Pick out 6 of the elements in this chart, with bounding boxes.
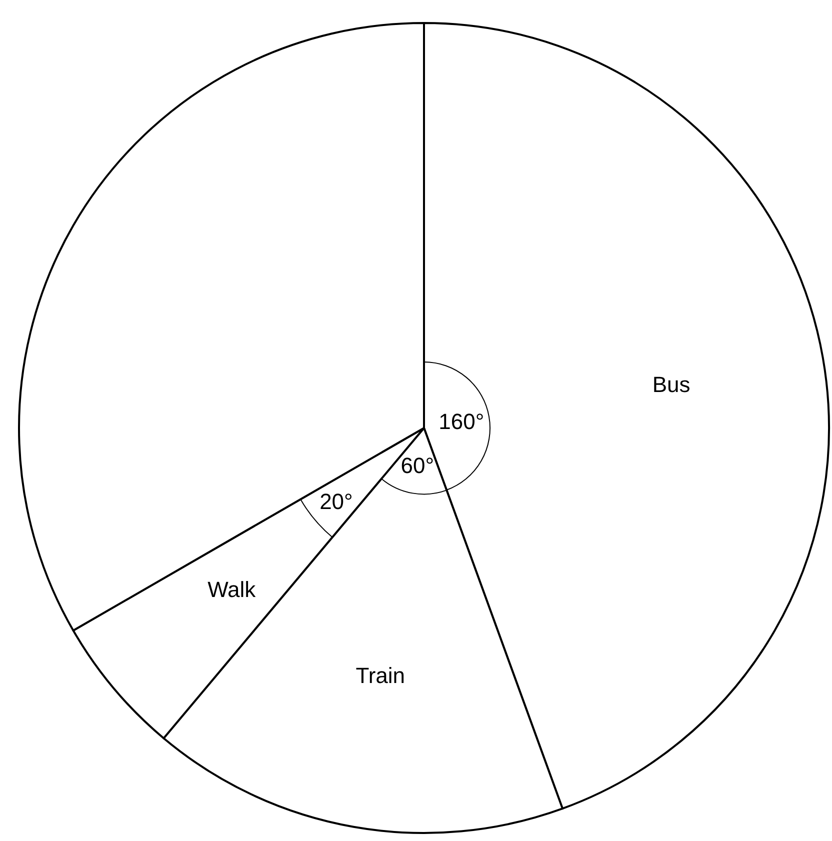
data-label: 60°: [400, 453, 434, 478]
data-label: 160°: [438, 408, 484, 434]
slice-label: Walk: [208, 576, 257, 602]
slice-label: Bus: [652, 372, 690, 397]
data-label: 20°: [320, 489, 353, 514]
slice-label: Train: [356, 662, 406, 688]
